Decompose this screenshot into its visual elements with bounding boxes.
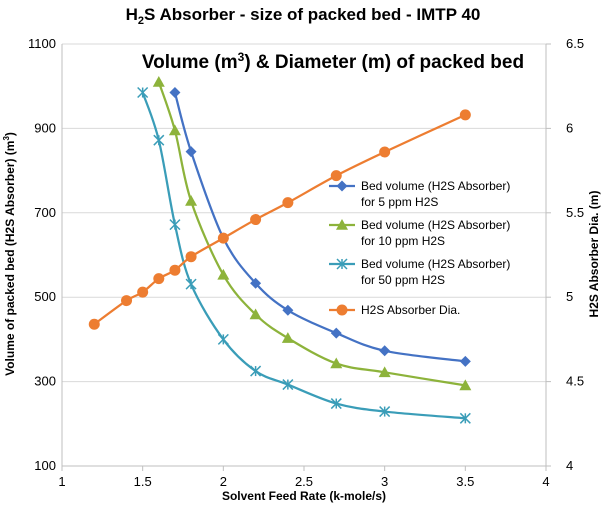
data-point bbox=[459, 109, 471, 121]
data-point bbox=[137, 286, 149, 298]
data-point bbox=[330, 170, 342, 182]
data-point bbox=[169, 87, 181, 99]
y-axis-left-label: Volume of packed bed (H2S Absorber) (m3) bbox=[2, 132, 17, 376]
legend-swatch-marker bbox=[336, 258, 348, 270]
data-point bbox=[153, 273, 165, 285]
y-right-tick-label: 4.5 bbox=[566, 374, 584, 389]
y-right-tick-label: 4 bbox=[566, 458, 573, 473]
legend-label: H2S Absorber Dia. bbox=[361, 303, 460, 317]
y-left-label-text: Volume of packed bed (H2S Absorber) (m bbox=[3, 141, 17, 376]
chart-title-rest: S Absorber - size of packed bed - IMTP 4… bbox=[144, 5, 480, 24]
x-axis-label: Solvent Feed Rate (k-mole/s) bbox=[222, 489, 386, 503]
data-point bbox=[282, 304, 294, 316]
data-point bbox=[217, 333, 229, 345]
data-point bbox=[282, 197, 294, 209]
subtitle-prefix: Volume (m bbox=[142, 52, 238, 73]
data-point bbox=[185, 251, 197, 263]
chart-title: H2S Absorber - size of packed bed - IMTP… bbox=[126, 5, 481, 27]
series-3 bbox=[137, 86, 471, 424]
legend-label: for 50 ppm H2S bbox=[361, 273, 445, 287]
data-point bbox=[249, 308, 262, 320]
data-point bbox=[379, 406, 391, 418]
chart-subtitle: Volume (m3) & Diameter (m) of packed bed bbox=[142, 50, 524, 73]
y-right-tick-label: 5.5 bbox=[566, 205, 584, 220]
data-point bbox=[169, 264, 181, 276]
data-point bbox=[185, 194, 198, 206]
subtitle-suffix: ) & Diameter (m) of packed bed bbox=[244, 52, 524, 73]
x-tick-label: 2 bbox=[220, 474, 227, 489]
data-point bbox=[185, 278, 197, 290]
x-tick-label: 4 bbox=[542, 474, 549, 489]
legend-item: Bed volume (H2S Absorber) for 5 ppm H2S bbox=[329, 179, 510, 209]
legend-item: Bed volume (H2S Absorber) for 10 ppm H2S bbox=[329, 218, 510, 248]
data-point bbox=[459, 379, 472, 391]
legend-swatch-marker bbox=[336, 304, 348, 316]
y-left-tick-label: 500 bbox=[34, 289, 56, 304]
y-left-label-superscript: 3 bbox=[2, 136, 11, 141]
data-point bbox=[281, 332, 294, 343]
y-left-tick-label: 100 bbox=[34, 458, 56, 473]
y-axis-right-label: H2S Absorber Dia. (m) bbox=[587, 191, 601, 318]
series-layer bbox=[88, 75, 472, 424]
data-point bbox=[378, 366, 391, 378]
y-left-tick-label: 300 bbox=[34, 374, 56, 389]
legend-swatch-marker bbox=[336, 219, 348, 230]
series-2 bbox=[152, 75, 472, 391]
series-line bbox=[141, 92, 466, 420]
legend-label: for 10 ppm H2S bbox=[361, 234, 445, 248]
data-point bbox=[282, 379, 294, 391]
data-point bbox=[169, 219, 181, 231]
x-tick-label: 1 bbox=[58, 474, 65, 489]
legend-label: Bed volume (H2S Absorber) bbox=[361, 257, 510, 271]
y-right-tick-label: 6.5 bbox=[566, 36, 584, 51]
legend-label: for 5 ppm H2S bbox=[361, 195, 438, 209]
legend-label: Bed volume (H2S Absorber) bbox=[361, 179, 510, 193]
data-point bbox=[250, 277, 262, 289]
axes: 1 1.5 2 2.5 3 3.5 4 100 300 500 700 900 1100 4 4.5 5 5.5… bbox=[28, 36, 584, 489]
plot-area: 1 1.5 2 2.5 3 3.5 4 100 300 500 700 900 1100 4 4.5 5 5.5… bbox=[28, 36, 584, 489]
title-subscript: 2 bbox=[138, 15, 144, 27]
data-point bbox=[88, 318, 100, 330]
data-point bbox=[379, 146, 391, 158]
y-left-tick-label: 900 bbox=[34, 120, 56, 135]
data-point bbox=[330, 327, 342, 339]
data-point bbox=[137, 86, 149, 99]
legend-label: Bed volume (H2S Absorber) bbox=[361, 218, 510, 232]
x-tick-label: 2.5 bbox=[295, 474, 313, 489]
legend: Bed volume (H2S Absorber)for 5 ppm H2SBe… bbox=[329, 179, 510, 317]
data-point bbox=[379, 345, 391, 357]
x-tick-label: 1.5 bbox=[134, 474, 152, 489]
data-point bbox=[459, 412, 471, 424]
data-point bbox=[217, 232, 229, 244]
data-point bbox=[250, 365, 262, 377]
data-point bbox=[121, 295, 133, 307]
legend-item: H2S Absorber Dia. bbox=[329, 303, 460, 317]
data-point bbox=[217, 268, 230, 280]
data-point bbox=[330, 398, 342, 410]
x-tick-label: 3 bbox=[381, 474, 388, 489]
data-point bbox=[168, 124, 181, 136]
legend-swatch-marker bbox=[336, 180, 348, 192]
y-left-tick-label: 700 bbox=[34, 205, 56, 220]
y-right-tick-label: 5 bbox=[566, 289, 573, 304]
data-point bbox=[330, 357, 343, 369]
y-left-label-close: ) bbox=[3, 132, 17, 136]
legend-item: Bed volume (H2S Absorber) for 50 ppm H2S bbox=[329, 257, 510, 287]
gridlines bbox=[62, 43, 546, 467]
data-point bbox=[152, 75, 165, 87]
data-point bbox=[459, 355, 471, 367]
data-point bbox=[153, 134, 165, 146]
x-tick-label: 3.5 bbox=[456, 474, 474, 489]
y-right-tick-label: 6 bbox=[566, 120, 573, 135]
subtitle-superscript: 3 bbox=[238, 50, 245, 64]
y-left-tick-label: 1100 bbox=[28, 36, 56, 51]
data-point bbox=[250, 214, 262, 226]
data-point bbox=[185, 146, 197, 158]
series-4 bbox=[88, 109, 471, 330]
